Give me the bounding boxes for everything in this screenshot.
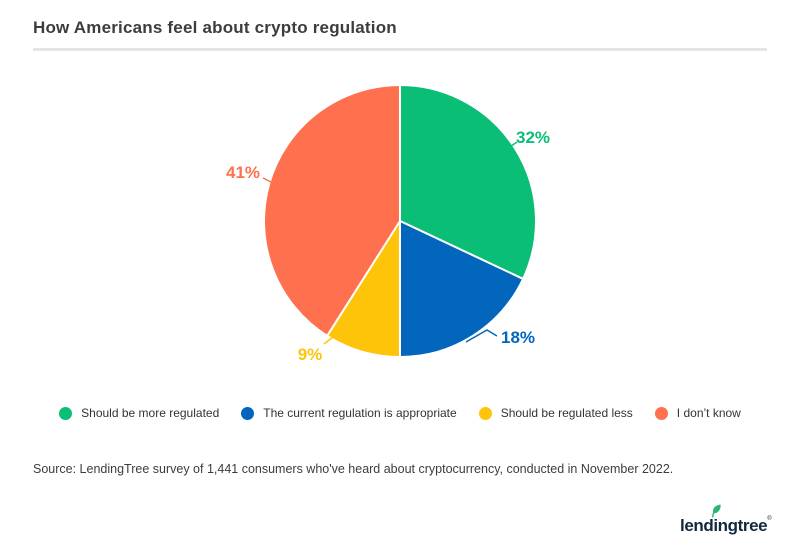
label-leader-line [262,177,276,185]
page-title: How Americans feel about crypto regulati… [33,18,397,37]
logo-text: lendingtree® [680,516,772,535]
legend-label: I don’t know [676,406,741,420]
legend-dot-icon [654,406,668,420]
legend-item-1[interactable]: Should be more regulated [59,406,219,420]
legend-dot-icon [241,406,255,420]
legend-label: Should be more regulated [81,406,220,420]
legend-label: Should be regulated less [500,406,633,420]
legend-label: The current regulation is appropriate [263,406,457,420]
registered-mark: ® [767,516,772,522]
leaf-icon [711,504,721,518]
legend-item-3[interactable]: Should be regulated less [478,406,633,420]
legend-dot-icon [59,406,73,420]
label-leader-line [323,336,365,350]
title-divider [33,48,767,51]
legend: Should be more regulated The current regu… [0,406,800,420]
label-leader-line [465,329,498,343]
pie-slice-4[interactable] [263,84,401,337]
legend-dot-icon [478,406,492,420]
lendingtree-logo: lendingtree® [680,504,772,540]
pie-percentage-label: 41% [226,163,260,182]
pie-percentage-label: 32% [516,128,550,147]
legend-item-2[interactable]: The current regulation is appropriate [241,406,457,420]
legend-item-4[interactable]: I don’t know [654,406,741,420]
label-leader-line [503,141,518,152]
pie-slice-2[interactable] [399,220,525,358]
source-note: Source: LendingTree survey of 1,441 cons… [33,462,674,476]
pie-percentage-label: 9% [298,345,323,364]
pie-slice-1[interactable] [399,84,537,280]
pie-percentage-label: 18% [501,328,535,347]
